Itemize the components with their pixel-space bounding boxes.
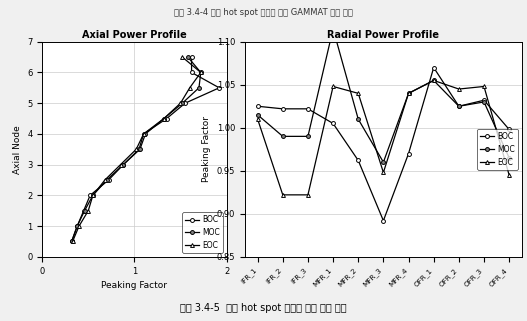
BOC [216, 86, 222, 90]
BOC [481, 98, 487, 102]
MOC [90, 194, 96, 197]
EOC [355, 91, 362, 95]
BOC [81, 209, 87, 213]
EOC [431, 79, 437, 82]
EOC [330, 84, 336, 88]
BOC [189, 55, 195, 59]
EOC [380, 170, 387, 174]
BOC [456, 104, 462, 108]
EOC [305, 193, 311, 197]
EOC [481, 84, 487, 88]
MOC [137, 147, 143, 151]
Y-axis label: Peaking Factor: Peaking Factor [202, 116, 211, 182]
EOC [133, 147, 139, 151]
Line: MOC: MOC [70, 55, 203, 243]
MOC [280, 134, 286, 138]
Line: BOC: BOC [70, 55, 221, 243]
MOC [103, 178, 110, 182]
Line: EOC: EOC [71, 55, 203, 243]
EOC [102, 178, 108, 182]
BOC [74, 224, 80, 228]
EOC [198, 71, 204, 74]
MOC [506, 156, 512, 160]
BOC [431, 65, 437, 69]
EOC [161, 117, 167, 120]
MOC [120, 163, 126, 167]
EOC [140, 132, 147, 136]
EOC [506, 173, 512, 177]
MOC [82, 209, 88, 213]
Title: Radial Power Profile: Radial Power Profile [327, 30, 440, 39]
EOC [85, 209, 92, 213]
MOC [179, 101, 186, 105]
Title: Axial Power Profile: Axial Power Profile [82, 30, 187, 39]
MOC [481, 100, 487, 104]
BOC [189, 71, 195, 74]
Text: 그림 3.4-5  노심 hot spot 해석을 위한 출력 분포: 그림 3.4-5 노심 hot spot 해석을 위한 출력 분포 [180, 303, 347, 313]
Y-axis label: Axial Node: Axial Node [13, 125, 22, 174]
BOC [136, 147, 142, 151]
Line: BOC: BOC [256, 65, 511, 222]
Legend: BOC, MOC, EOC: BOC, MOC, EOC [182, 212, 223, 253]
MOC [255, 113, 261, 117]
BOC [87, 194, 93, 197]
MOC [431, 79, 437, 82]
EOC [456, 87, 462, 91]
EOC [280, 193, 286, 197]
MOC [380, 160, 387, 164]
MOC [456, 104, 462, 108]
BOC [140, 132, 147, 136]
EOC [76, 224, 82, 228]
BOC [280, 107, 286, 111]
MOC [305, 134, 311, 138]
Line: EOC: EOC [256, 79, 511, 197]
MOC [161, 117, 167, 120]
Legend: BOC, MOC, EOC: BOC, MOC, EOC [477, 129, 518, 169]
BOC [305, 107, 311, 111]
BOC [255, 104, 261, 108]
BOC [330, 122, 336, 126]
BOC [120, 163, 126, 167]
EOC [118, 163, 124, 167]
EOC [177, 101, 184, 105]
BOC [405, 152, 412, 155]
EOC [90, 194, 96, 197]
BOC [182, 101, 188, 105]
Line: MOC: MOC [256, 27, 511, 164]
MOC [355, 117, 362, 121]
EOC [179, 55, 186, 59]
MOC [142, 132, 149, 136]
MOC [69, 239, 75, 243]
BOC [380, 219, 387, 222]
MOC [196, 86, 202, 90]
BOC [69, 239, 75, 243]
BOC [105, 178, 112, 182]
BOC [355, 159, 362, 162]
MOC [330, 27, 336, 31]
MOC [405, 91, 412, 95]
EOC [255, 117, 261, 121]
EOC [405, 91, 412, 95]
Text: 교림 3.4-4 노심 hot spot 해석을 위한 GAMMAT 계산 스펙: 교림 3.4-4 노심 hot spot 해석을 위한 GAMMAT 계산 스펙 [174, 8, 353, 17]
MOC [185, 55, 191, 59]
MOC [74, 224, 80, 228]
BOC [163, 117, 170, 120]
X-axis label: Peaking Factor: Peaking Factor [101, 281, 168, 290]
EOC [187, 86, 193, 90]
BOC [506, 127, 512, 131]
EOC [70, 239, 76, 243]
MOC [198, 71, 204, 74]
